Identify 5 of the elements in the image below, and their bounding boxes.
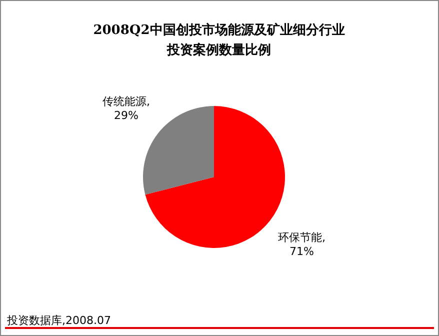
slice-label: 环保节能, 71% — [276, 231, 326, 260]
pie-slice — [143, 106, 214, 195]
text: 投资数据库,2008.07 — [7, 313, 111, 328]
slice-label: 传统能源, 29% — [102, 94, 152, 123]
chart-title: 2008Q2中国创投市场能源及矿业细分行业投资案例数量比例 — [92, 22, 346, 60]
